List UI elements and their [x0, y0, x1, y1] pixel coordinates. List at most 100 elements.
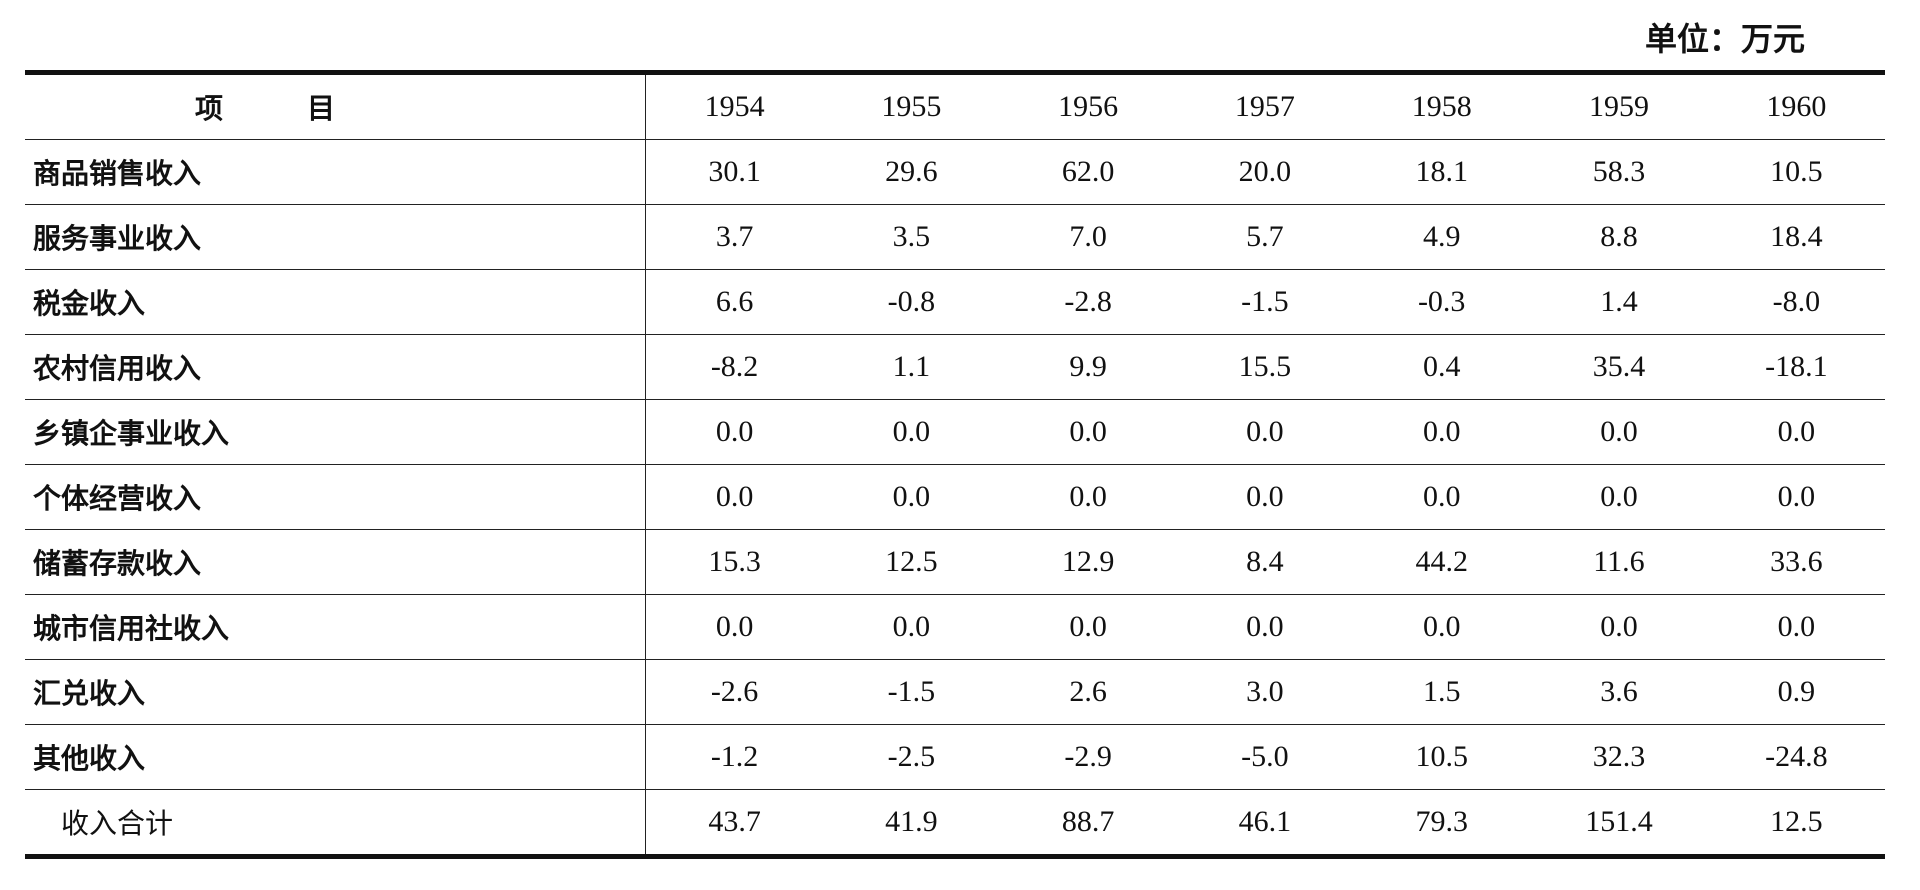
table-body: 项 目 1954 1955 1956 1957 1958 1959 1960 商品销售收入 30.… [25, 72, 1885, 857]
table-row: 储蓄存款收入 15.3 12.5 12.9 8.4 44.2 11.6 33.6 [25, 529, 1885, 595]
cell: 1960 [1707, 72, 1885, 140]
cell: 15.3 [645, 529, 823, 595]
row-label: 乡镇企事业收入 [25, 399, 647, 465]
cell: 0.0 [1176, 464, 1354, 530]
row-label: 其他收入 [25, 724, 647, 790]
cell: 3.6 [1530, 659, 1708, 725]
cell: 1.4 [1530, 269, 1708, 335]
row-label: 汇兑收入 [25, 659, 647, 725]
row-label: 储蓄存款收入 [25, 529, 647, 595]
row-label: 服务事业收入 [25, 204, 647, 270]
table-row: 项 目 1954 1955 1956 1957 1958 1959 1960 [25, 72, 1885, 140]
table-row: 个体经营收入 0.0 0.0 0.0 0.0 0.0 0.0 0.0 [25, 464, 1885, 530]
cell: 15.5 [1176, 334, 1354, 400]
cell: 18.1 [1353, 139, 1531, 205]
cell: -1.5 [1176, 269, 1354, 335]
cell: 12.9 [999, 529, 1177, 595]
cell: 0.4 [1353, 334, 1531, 400]
cell: 0.0 [1353, 399, 1531, 465]
cell: 46.1 [1176, 789, 1354, 857]
table-row: 税金收入 6.6 -0.8 -2.8 -1.5 -0.3 1.4 -8.0 [25, 269, 1885, 335]
cell: 9.9 [999, 334, 1177, 400]
unit-label: 单位：万元 [1644, 20, 1805, 58]
cell: 5.7 [1176, 204, 1354, 270]
cell: 0.0 [645, 399, 823, 465]
cell: 41.9 [822, 789, 1000, 857]
cell: 1957 [1176, 72, 1354, 140]
cell: -8.0 [1707, 269, 1885, 335]
cell: 0.0 [645, 464, 823, 530]
table-row: 汇兑收入 -2.6 -1.5 2.6 3.0 1.5 3.6 0.9 [25, 659, 1885, 725]
cell: -0.3 [1353, 269, 1531, 335]
cell: -1.2 [645, 724, 823, 790]
row-label: 项 目 [25, 72, 647, 140]
cell: 7.0 [999, 204, 1177, 270]
table-row: 农村信用收入 -8.2 1.1 9.9 15.5 0.4 35.4 -18.1 [25, 334, 1885, 400]
row-label: 城市信用社收入 [25, 594, 647, 660]
cell: -5.0 [1176, 724, 1354, 790]
cell: 20.0 [1176, 139, 1354, 205]
cell: 0.9 [1707, 659, 1885, 725]
table-row: 商品销售收入 30.1 29.6 62.0 20.0 18.1 58.3 10.5 [25, 139, 1885, 205]
cell: -18.1 [1707, 334, 1885, 400]
cell: 79.3 [1353, 789, 1531, 857]
cell: 4.9 [1353, 204, 1531, 270]
cell: 0.0 [1707, 399, 1885, 465]
cell: 0.0 [822, 594, 1000, 660]
cell: 11.6 [1530, 529, 1708, 595]
cell: 12.5 [1707, 789, 1885, 857]
cell: -2.9 [999, 724, 1177, 790]
cell: 18.4 [1707, 204, 1885, 270]
cell: 58.3 [1530, 139, 1708, 205]
cell: 0.0 [999, 594, 1177, 660]
cell: 0.0 [1530, 464, 1708, 530]
cell: 0.0 [822, 399, 1000, 465]
cell: 33.6 [1707, 529, 1885, 595]
cell: 3.0 [1176, 659, 1354, 725]
cell: 0.0 [1707, 464, 1885, 530]
row-label: 个体经营收入 [25, 464, 647, 530]
cell: 35.4 [1530, 334, 1708, 400]
cell: 0.0 [1353, 594, 1531, 660]
cell: 1954 [645, 72, 823, 140]
cell: 12.5 [822, 529, 1000, 595]
cell: -2.5 [822, 724, 1000, 790]
cell: 6.6 [645, 269, 823, 335]
cell: 0.0 [999, 464, 1177, 530]
table-row: 其他收入 -1.2 -2.5 -2.9 -5.0 10.5 32.3 -24.8 [25, 724, 1885, 790]
cell: 0.0 [1353, 464, 1531, 530]
cell: 88.7 [999, 789, 1177, 857]
cell: 30.1 [645, 139, 823, 205]
cell: 10.5 [1707, 139, 1885, 205]
cell: 29.6 [822, 139, 1000, 205]
cell: -1.5 [822, 659, 1000, 725]
row-label: 农村信用收入 [25, 334, 647, 400]
cell: -2.6 [645, 659, 823, 725]
cell: 0.0 [1530, 594, 1708, 660]
cell: -24.8 [1707, 724, 1885, 790]
row-label: 商品销售收入 [25, 139, 647, 205]
cell: 1.5 [1353, 659, 1531, 725]
cell: 2.6 [999, 659, 1177, 725]
cell: -2.8 [999, 269, 1177, 335]
cell: 1956 [999, 72, 1177, 140]
cell: 44.2 [1353, 529, 1531, 595]
cell: 1.1 [822, 334, 1000, 400]
cell: 3.7 [645, 204, 823, 270]
cell: 0.0 [822, 464, 1000, 530]
table-row: 收入合计 43.7 41.9 88.7 46.1 79.3 151.4 12.5 [25, 789, 1885, 857]
cell: 8.4 [1176, 529, 1354, 595]
cell: -0.8 [822, 269, 1000, 335]
cell: 0.0 [1707, 594, 1885, 660]
cell: 3.5 [822, 204, 1000, 270]
cell: 1959 [1530, 72, 1708, 140]
cell: 1958 [1353, 72, 1531, 140]
table-row: 服务事业收入 3.7 3.5 7.0 5.7 4.9 8.8 18.4 [25, 204, 1885, 270]
cell: 0.0 [1176, 399, 1354, 465]
cell: 151.4 [1530, 789, 1708, 857]
cell: 43.7 [645, 789, 823, 857]
cell: 62.0 [999, 139, 1177, 205]
table-row: 城市信用社收入 0.0 0.0 0.0 0.0 0.0 0.0 0.0 [25, 594, 1885, 660]
cell: 0.0 [999, 399, 1177, 465]
